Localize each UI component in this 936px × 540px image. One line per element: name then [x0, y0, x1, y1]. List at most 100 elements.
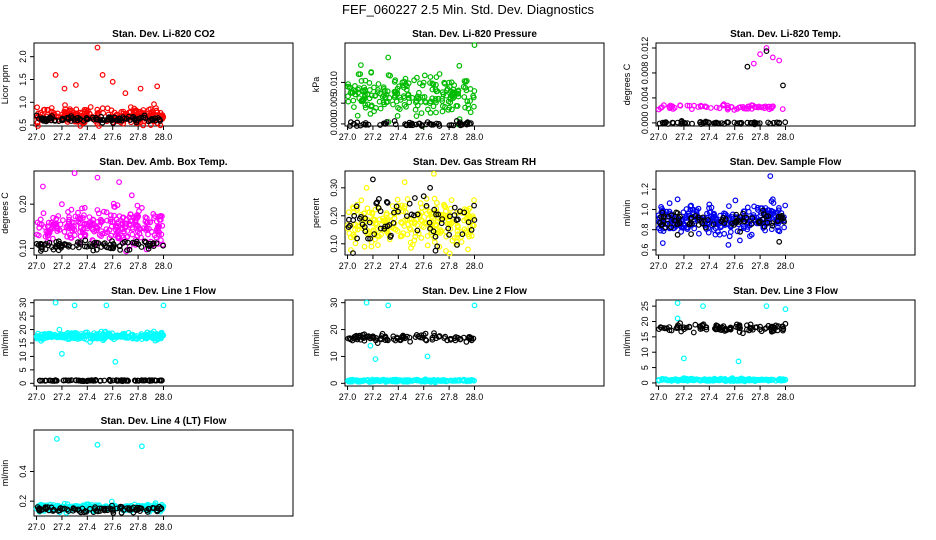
data-point — [763, 303, 770, 310]
data-point — [48, 225, 55, 232]
data-point — [363, 184, 370, 191]
data-point — [367, 342, 374, 349]
data-point — [690, 376, 697, 383]
data-point — [419, 217, 426, 224]
x-tick-label: 27.4 — [79, 392, 97, 402]
data-point — [439, 103, 446, 109]
y-axis-label: kPa — [311, 77, 321, 93]
data-point — [138, 114, 145, 121]
data-point — [673, 325, 680, 332]
panel-8: Stan. Dev. Line 2 Flow ml/min 27.0 27.2 27.4… — [311, 286, 605, 402]
data-point — [42, 246, 49, 253]
data-point — [94, 207, 101, 213]
data-point — [366, 219, 373, 226]
data-point — [110, 510, 117, 516]
data-point — [399, 202, 405, 209]
data-point — [676, 220, 683, 227]
data-point — [133, 336, 140, 342]
data-point — [70, 219, 77, 226]
data-point — [66, 332, 73, 339]
data-point — [678, 328, 685, 335]
data-point — [143, 225, 150, 232]
data-point — [392, 226, 399, 233]
data-point — [374, 89, 381, 96]
x-tick-label: 27.8 — [440, 261, 458, 271]
data-point — [720, 214, 726, 221]
data-point — [668, 212, 675, 219]
data-point — [153, 507, 160, 514]
data-point — [371, 84, 377, 91]
data-point — [691, 102, 697, 109]
data-point — [40, 210, 47, 217]
data-point — [674, 231, 681, 238]
data-point — [97, 508, 103, 514]
panel-title: Stan. Dev. Line 2 Flow — [422, 286, 527, 297]
data-point — [431, 195, 438, 202]
data-point — [76, 216, 82, 222]
data-point — [53, 377, 59, 384]
data-point — [127, 211, 134, 218]
data-point — [455, 87, 462, 94]
data-point — [383, 198, 390, 205]
data-point — [345, 335, 352, 342]
x-tick-label: 27.8 — [129, 522, 147, 532]
data-point — [385, 337, 391, 344]
panel-title: Stan. Dev. Line 4 (LT) Flow — [101, 416, 227, 427]
data-point — [716, 105, 723, 112]
data-point — [61, 228, 68, 235]
x-tick-label: 27.0 — [28, 261, 46, 271]
data-point — [702, 376, 708, 383]
data-point — [768, 376, 774, 383]
data-point — [158, 231, 165, 238]
data-point — [678, 228, 684, 235]
data-point — [752, 378, 758, 385]
data-point — [83, 114, 90, 121]
data-point — [372, 221, 379, 228]
data-point — [404, 122, 410, 129]
y-tick-label: 20 — [18, 325, 28, 335]
data-point — [150, 328, 157, 335]
data-point — [350, 97, 357, 104]
data-point — [40, 183, 46, 190]
data-point — [77, 229, 83, 235]
data-point — [155, 335, 162, 342]
data-point — [364, 377, 370, 384]
x-tick-label: 27.6 — [415, 132, 433, 142]
y-tick-label: 0.6 — [640, 244, 650, 257]
data-point — [703, 324, 710, 331]
data-point — [744, 326, 750, 333]
data-point — [103, 226, 110, 233]
x-tick-label: 27.2 — [364, 392, 382, 402]
data-point — [138, 443, 145, 450]
data-point — [780, 215, 786, 222]
data-point — [391, 118, 398, 124]
data-point — [416, 377, 423, 384]
data-point — [429, 334, 436, 341]
data-point — [717, 376, 724, 382]
data-point — [450, 122, 457, 129]
data-point — [767, 173, 774, 180]
data-point — [776, 238, 783, 245]
data-point — [419, 82, 426, 89]
data-point — [132, 378, 139, 384]
data-point — [87, 243, 94, 250]
data-point — [432, 86, 439, 93]
data-point — [471, 88, 478, 94]
data-point — [744, 119, 751, 126]
data-point — [90, 247, 97, 254]
data-point — [391, 94, 398, 100]
data-point — [711, 227, 717, 233]
data-point — [58, 244, 64, 251]
data-point — [686, 323, 693, 330]
x-tick-label: 28.0 — [155, 522, 173, 532]
data-point — [426, 219, 433, 226]
x-tick-label: 27.8 — [751, 261, 769, 271]
data-point — [432, 233, 439, 240]
data-point — [55, 508, 62, 514]
data-point — [461, 94, 468, 100]
data-point — [352, 88, 359, 94]
y-tick-label: 0 — [18, 381, 28, 386]
data-point — [352, 240, 359, 247]
data-point — [367, 235, 374, 242]
data-point — [759, 216, 766, 223]
